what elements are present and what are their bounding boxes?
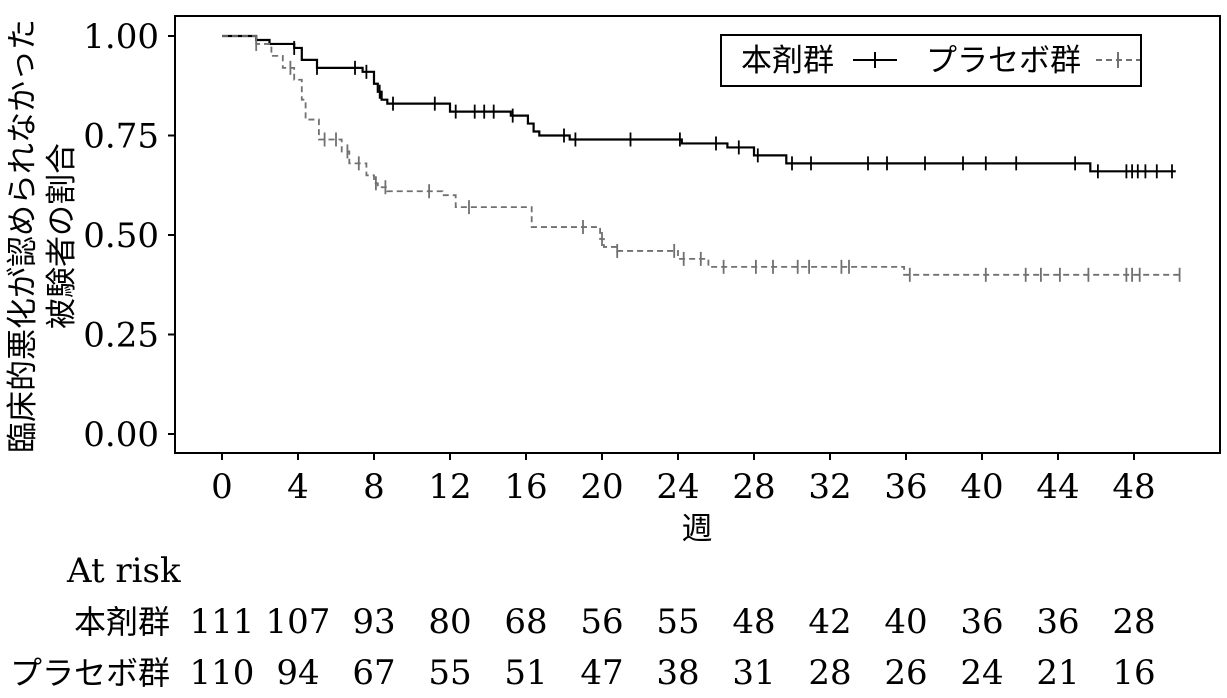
at-risk-value-treatment: 56 [580, 602, 623, 642]
at-risk-value-placebo: 21 [1036, 653, 1079, 693]
y-tick-label: 0.25 [83, 316, 159, 356]
x-tick-label: 44 [1036, 467, 1079, 507]
at-risk-value-treatment: 48 [732, 602, 775, 642]
at-risk-value-placebo: 28 [808, 653, 851, 693]
x-tick-label: 48 [1112, 467, 1155, 507]
x-tick-label: 8 [363, 467, 385, 507]
x-tick-label: 28 [732, 467, 775, 507]
legend: 本剤群 プラセボ群 [720, 34, 1142, 87]
at-risk-value-placebo: 51 [504, 653, 547, 693]
at-risk-value-placebo: 38 [656, 653, 699, 693]
at-risk-value-placebo: 31 [732, 653, 775, 693]
at-risk-value-treatment: 107 [266, 602, 331, 642]
at-risk-label-treatment: 本剤群 [74, 603, 170, 641]
x-tick-label: 12 [428, 467, 471, 507]
x-axis: 0 4 8 12 16 20 24 28 32 36 40 44 48 [211, 453, 1156, 507]
at-risk-value-placebo: 55 [428, 653, 471, 693]
x-tick-label: 4 [287, 467, 309, 507]
at-risk-value-treatment: 68 [504, 602, 547, 642]
y-tick-label: 0.50 [83, 216, 159, 256]
at-risk-value-treatment: 28 [1112, 602, 1155, 642]
survival-curve-treatment [222, 34, 1176, 173]
y-axis: 0.00 0.25 0.50 0.75 1.00 [83, 17, 175, 455]
at-risk-value-placebo: 67 [352, 653, 395, 693]
x-tick-label: 20 [580, 467, 623, 507]
series-layer [222, 34, 1181, 282]
x-tick-label: 0 [211, 467, 233, 507]
at-risk-value-placebo: 26 [884, 653, 927, 693]
at-risk-label-placebo: プラセボ群 [10, 654, 170, 692]
at-risk-value-treatment: 36 [960, 602, 1003, 642]
legend-label-treatment: 本剤群 [741, 43, 834, 79]
at-risk-value-treatment: 55 [656, 602, 699, 642]
at-risk-title: At risk [66, 551, 181, 591]
at-risk-value-placebo: 110 [190, 653, 255, 693]
at-risk-value-placebo: 16 [1112, 653, 1155, 693]
at-risk-value-treatment: 42 [808, 602, 851, 642]
legend-key-treatment [853, 52, 897, 68]
at-risk-values: 111 107 93 80 68 56 55 48 42 40 36 36 28 110 94 67 55 51 4… [190, 602, 1156, 693]
x-tick-label: 24 [656, 467, 699, 507]
at-risk-value-treatment: 93 [352, 602, 395, 642]
at-risk-value-treatment: 40 [884, 602, 927, 642]
legend-box [720, 34, 1142, 87]
x-tick-label: 16 [504, 467, 547, 507]
x-tick-label: 32 [808, 467, 851, 507]
at-risk-value-treatment: 36 [1036, 602, 1079, 642]
legend-key-placebo [1096, 52, 1140, 68]
x-tick-label: 36 [884, 467, 927, 507]
y-tick-label: 0.75 [83, 117, 159, 157]
at-risk-value-placebo: 47 [580, 653, 623, 693]
y-axis-title-line-1: 臨床的悪化が認められなかった [5, 19, 41, 453]
y-axis-title-line-2: 被験者の割合 [44, 143, 80, 329]
x-tick-label: 40 [960, 467, 1003, 507]
legend-label-placebo: プラセボ群 [926, 43, 1081, 79]
y-tick-label: 0.00 [83, 415, 159, 455]
at-risk-value-placebo: 94 [276, 653, 319, 693]
x-axis-title: 週 [682, 511, 713, 547]
at-risk-value-treatment: 111 [190, 602, 255, 642]
at-risk-value-placebo: 24 [960, 653, 1003, 693]
at-risk-value-treatment: 80 [428, 602, 471, 642]
y-tick-label: 1.00 [83, 17, 159, 57]
